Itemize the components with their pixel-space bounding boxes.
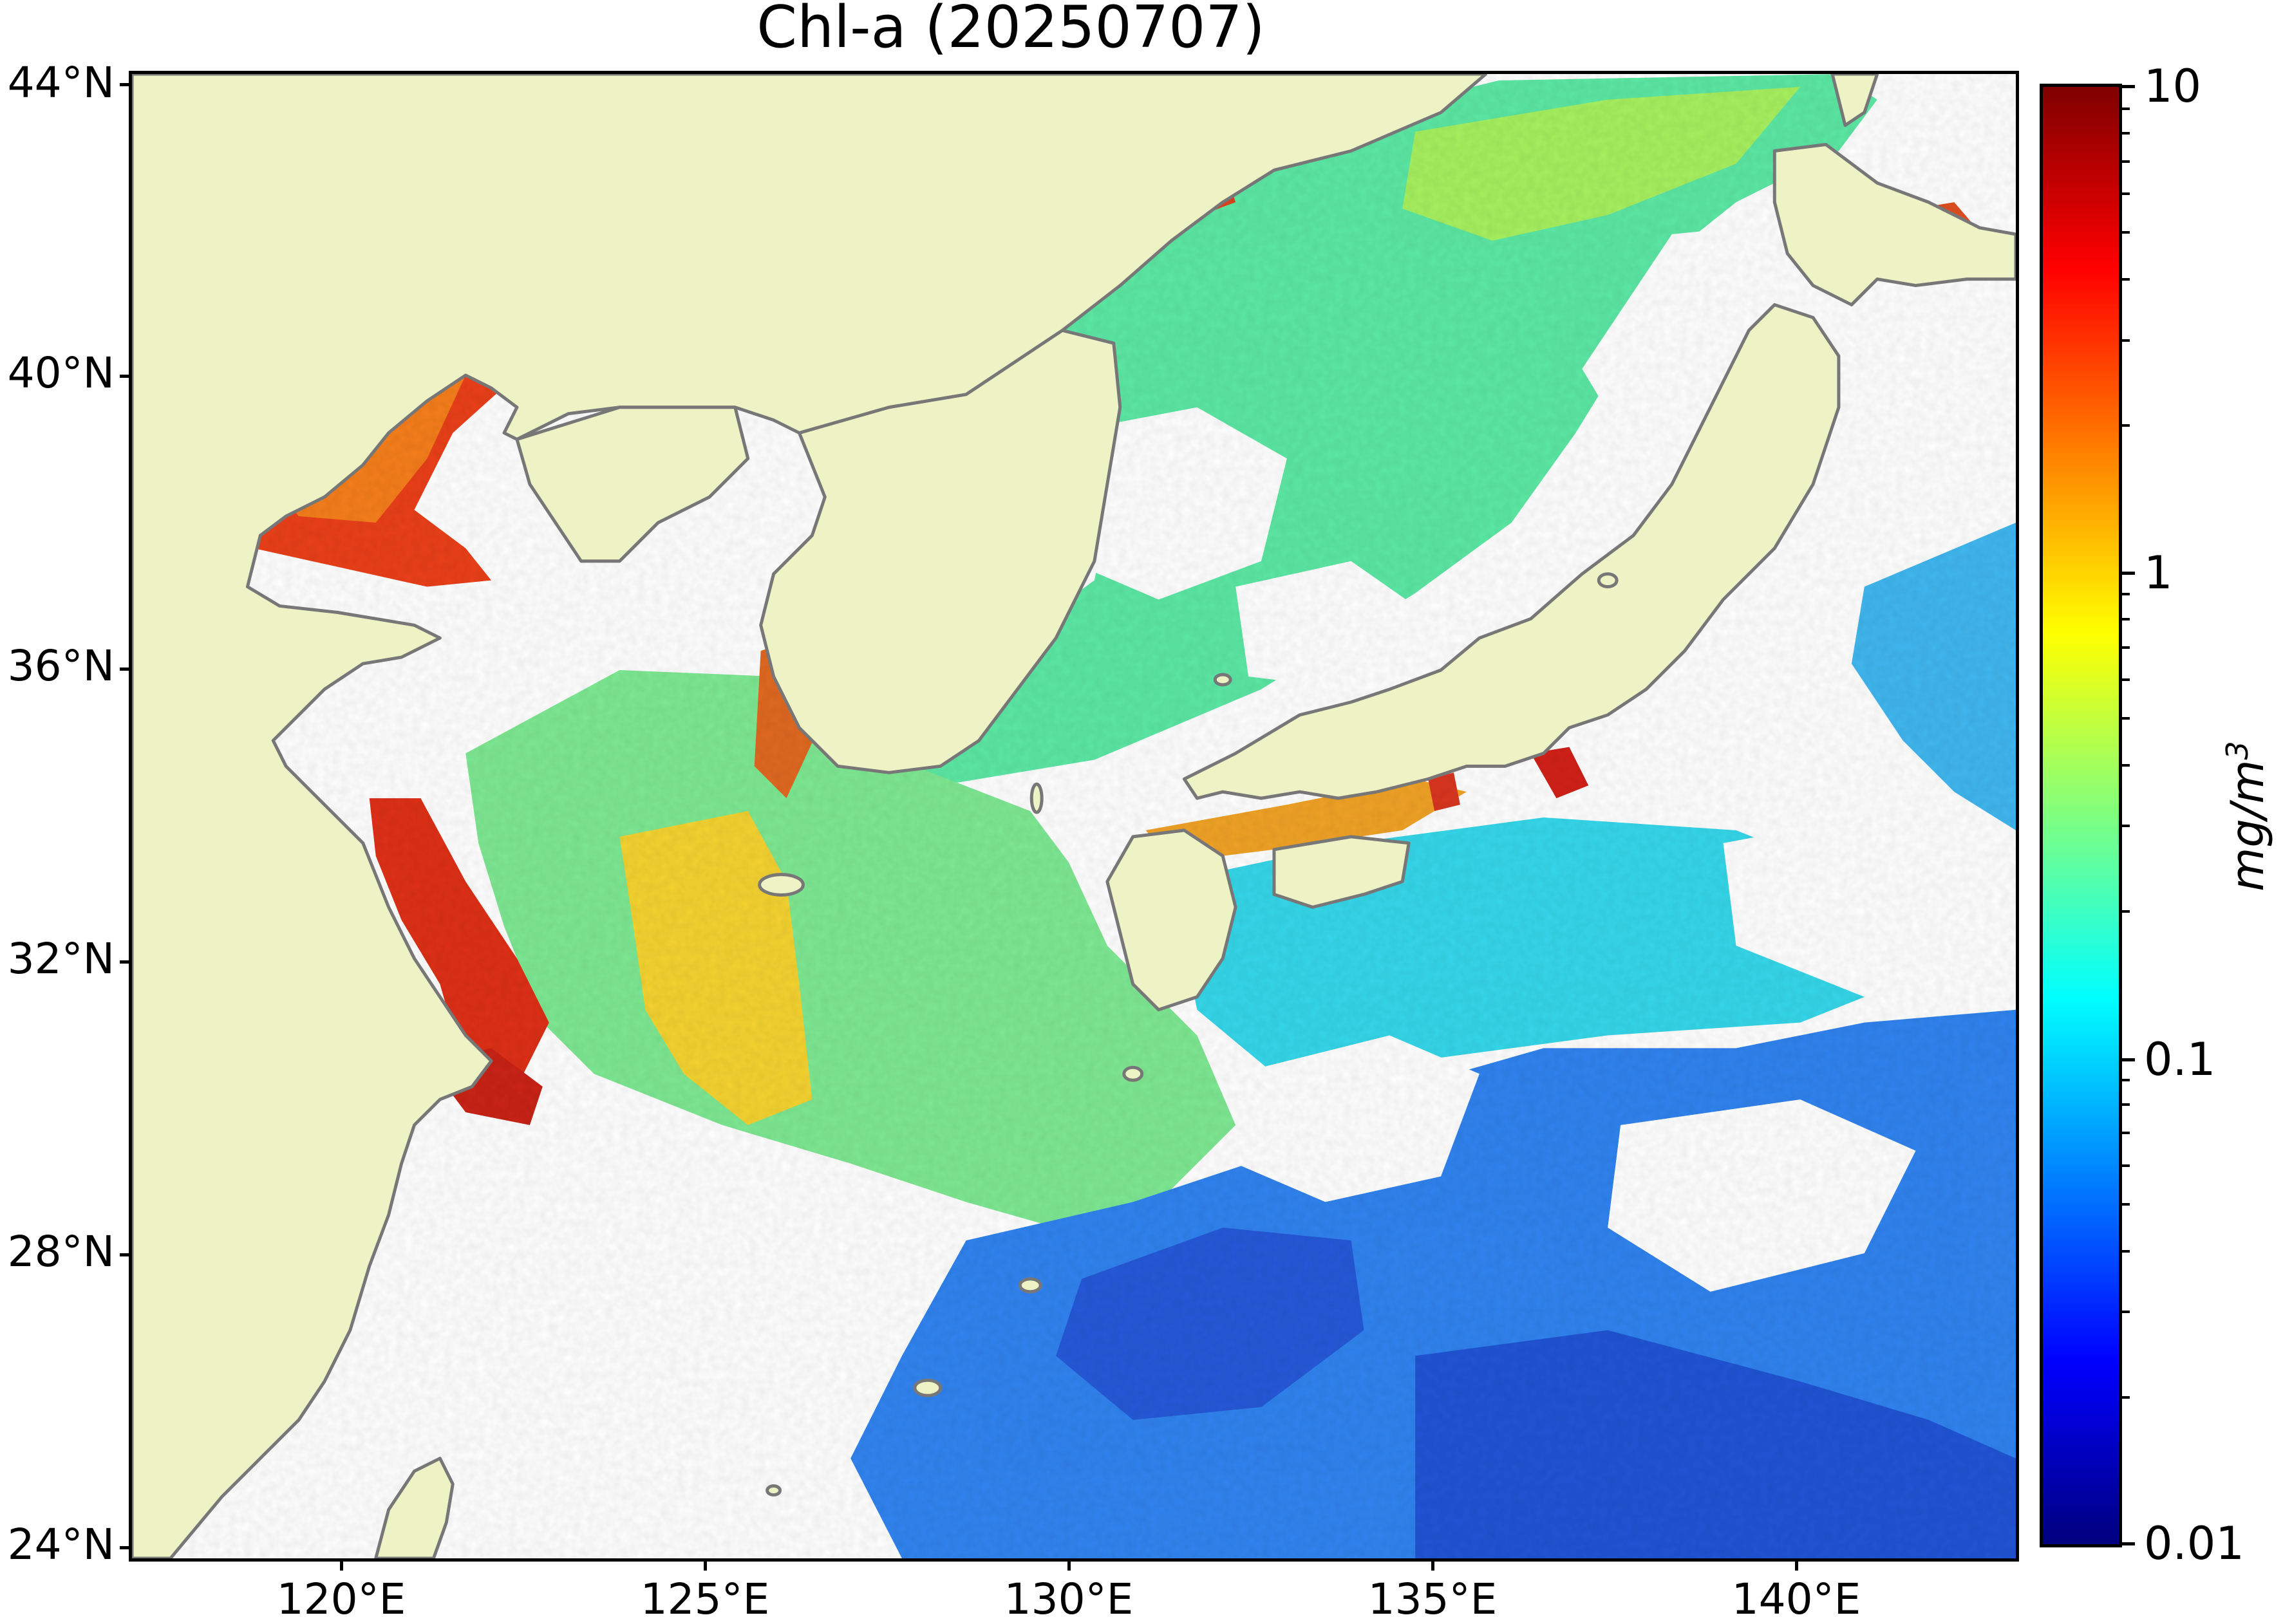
land-kyushu — [1105, 828, 1237, 1012]
colorbar-minor-tick — [2122, 278, 2130, 281]
lat-label-44: 44°N — [7, 58, 115, 107]
lon-label-125: 125°E — [640, 1574, 770, 1624]
land-amami — [1018, 1277, 1042, 1294]
lat-tick — [120, 960, 129, 964]
colorbar-label-0.1: 0.1 — [2144, 1033, 2216, 1086]
land-korea — [759, 328, 1122, 774]
colorbar-minor-tick — [2122, 1310, 2130, 1313]
colorbar-minor-tick — [2122, 910, 2130, 913]
page-title: Chl-a (20250707) — [756, 0, 1265, 61]
lon-tick — [1431, 1562, 1434, 1571]
colorbar-tick — [2122, 1542, 2135, 1545]
colorbar-minor-tick — [2122, 1103, 2130, 1106]
lon-label-140: 140°E — [1731, 1574, 1861, 1624]
land-miyako — [766, 1484, 782, 1497]
colorbar-minor-tick — [2122, 716, 2130, 720]
lat-tick — [120, 667, 129, 671]
colorbar-label-10: 10 — [2144, 60, 2202, 113]
colorbar-minor-tick — [2122, 192, 2130, 196]
colorbar-minor-tick — [2122, 1078, 2130, 1081]
colorbar-minor-tick — [2122, 1395, 2130, 1399]
land-liaodong — [515, 406, 750, 563]
lon-label-130: 130°E — [1004, 1574, 1134, 1624]
land-layer — [132, 74, 2016, 1558]
colorbar-tick — [2122, 85, 2135, 88]
colorbar — [2040, 84, 2122, 1547]
colorbar-minor-tick — [2122, 825, 2130, 828]
colorbar-minor-tick — [2122, 1164, 2130, 1167]
colorbar-minor-tick — [2122, 617, 2130, 621]
lat-label-40: 40°N — [7, 348, 115, 398]
unit-exponent: 3 — [2219, 741, 2255, 760]
land-taiwan — [374, 1457, 455, 1558]
lon-tick — [704, 1562, 707, 1571]
land-yakushima — [1122, 1065, 1144, 1082]
land-sakhalin — [1830, 74, 1879, 127]
colorbar-minor-tick — [2122, 107, 2130, 110]
lon-tick — [1067, 1562, 1071, 1571]
lat-tick — [120, 83, 129, 86]
colorbar-minor-tick — [2122, 1132, 2130, 1135]
colorbar-minor-tick — [2122, 763, 2130, 767]
lat-label-24: 24°N — [7, 1520, 115, 1569]
lat-tick — [120, 1253, 129, 1256]
lat-label-36: 36°N — [7, 641, 115, 691]
land-honshu — [1182, 303, 1841, 800]
colorbar-minor-tick — [2122, 678, 2130, 682]
colorbar-minor-tick — [2122, 339, 2130, 342]
colorbar-minor-tick — [2122, 593, 2130, 596]
land-shikoku — [1272, 835, 1411, 909]
lat-label-32: 32°N — [7, 934, 115, 984]
unit-base: mg/m — [2221, 760, 2275, 891]
land-tsushima — [1029, 782, 1044, 814]
lon-label-120: 120°E — [276, 1574, 406, 1624]
lon-tick — [340, 1562, 343, 1571]
chlorophyll-map — [132, 74, 2016, 1558]
colorbar-tick — [2122, 572, 2135, 575]
land-oki — [1213, 673, 1232, 687]
lon-label-135: 135°E — [1367, 1574, 1498, 1624]
colorbar-minor-tick — [2122, 132, 2130, 135]
colorbar-label-0.01: 0.01 — [2144, 1517, 2244, 1570]
lat-tick — [120, 1546, 129, 1549]
land-okinawa — [913, 1378, 943, 1397]
colorbar-minor-tick — [2122, 1249, 2130, 1253]
colorbar-minor-tick — [2122, 424, 2130, 427]
lon-tick — [1795, 1562, 1798, 1571]
colorbar-tick — [2122, 1058, 2135, 1061]
colorbar-minor-tick — [2122, 646, 2130, 649]
map-panel[interactable] — [129, 71, 2019, 1562]
land-hokkaido — [1772, 143, 2016, 306]
colorbar-minor-tick — [2122, 1202, 2130, 1206]
land-sado — [1597, 572, 1619, 589]
colorbar-minor-tick — [2122, 160, 2130, 163]
colorbar-minor-tick — [2122, 231, 2130, 234]
lat-tick — [120, 375, 129, 378]
lat-label-28: 28°N — [7, 1227, 115, 1276]
colorbar-label-1: 1 — [2144, 546, 2173, 599]
colorbar-unit-label: mg/m3 — [2220, 741, 2274, 891]
land-jeju — [758, 873, 805, 897]
